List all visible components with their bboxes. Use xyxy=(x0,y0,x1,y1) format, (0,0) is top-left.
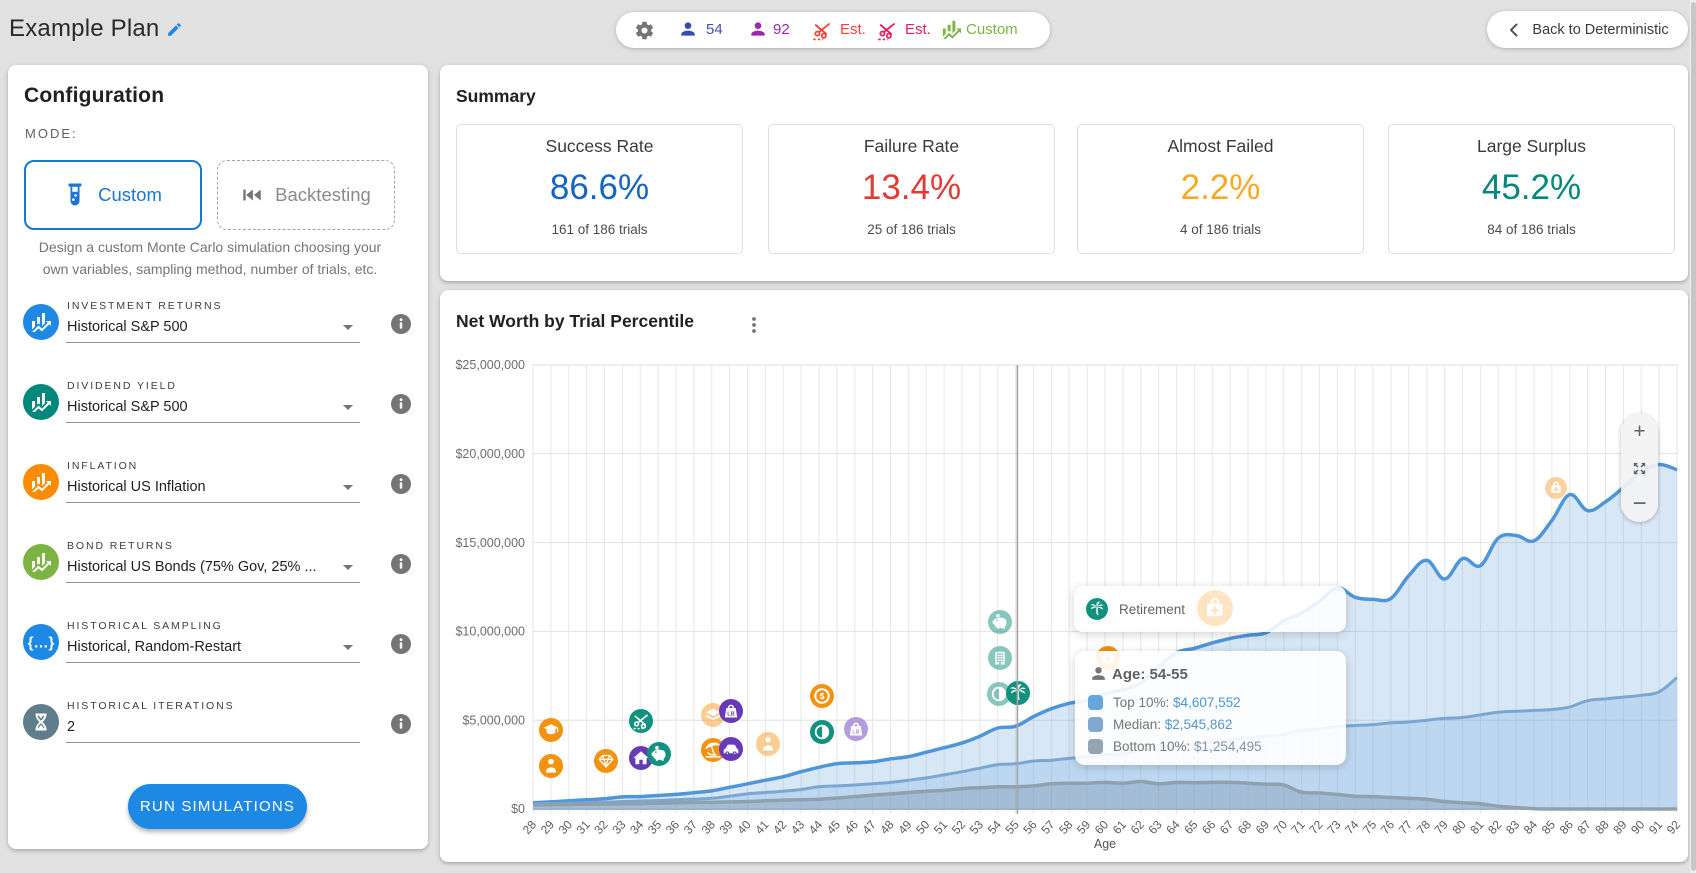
svg-text:42: 42 xyxy=(770,817,790,837)
svg-text:54: 54 xyxy=(985,817,1005,837)
svg-text:$15,000,000: $15,000,000 xyxy=(455,536,525,550)
svg-text:86: 86 xyxy=(1557,817,1577,837)
svg-text:73: 73 xyxy=(1324,817,1344,837)
svg-text:53: 53 xyxy=(967,817,987,837)
svg-text:68: 68 xyxy=(1235,817,1255,837)
svg-text:90: 90 xyxy=(1628,817,1648,837)
svg-text:75: 75 xyxy=(1360,817,1380,837)
svg-text:59: 59 xyxy=(1074,817,1094,837)
svg-text:82: 82 xyxy=(1485,817,1505,837)
svg-text:$25,000,000: $25,000,000 xyxy=(455,358,525,372)
svg-text:87: 87 xyxy=(1574,817,1594,837)
svg-text:39: 39 xyxy=(716,817,736,837)
svg-text:$0: $0 xyxy=(511,802,525,816)
svg-text:55: 55 xyxy=(1002,817,1022,837)
svg-text:46: 46 xyxy=(842,817,862,837)
svg-text:67: 67 xyxy=(1217,817,1237,837)
svg-text:52: 52 xyxy=(949,817,969,837)
svg-text:{…}: {…} xyxy=(28,635,55,652)
svg-text:78: 78 xyxy=(1414,817,1434,837)
svg-text:51: 51 xyxy=(931,817,951,837)
svg-text:$5,000,000: $5,000,000 xyxy=(462,713,525,727)
svg-text:91: 91 xyxy=(1646,817,1666,837)
svg-text:57: 57 xyxy=(1038,817,1058,837)
svg-text:77: 77 xyxy=(1396,817,1416,837)
svg-text:30: 30 xyxy=(556,817,576,837)
svg-text:58: 58 xyxy=(1056,817,1076,837)
svg-text:34: 34 xyxy=(627,817,647,837)
svg-text:83: 83 xyxy=(1503,817,1523,837)
svg-text:81: 81 xyxy=(1467,817,1487,837)
svg-text:61: 61 xyxy=(1110,817,1130,837)
svg-text:43: 43 xyxy=(788,817,808,837)
svg-text:63: 63 xyxy=(1145,817,1165,837)
svg-text:89: 89 xyxy=(1610,817,1630,837)
svg-text:64: 64 xyxy=(1163,817,1183,837)
svg-text:Age: Age xyxy=(1094,837,1116,851)
svg-text:LB: LB xyxy=(852,730,859,736)
svg-text:74: 74 xyxy=(1342,817,1362,837)
svg-text:56: 56 xyxy=(1020,817,1040,837)
svg-text:38: 38 xyxy=(699,817,719,837)
svg-text:66: 66 xyxy=(1199,817,1219,837)
svg-text:80: 80 xyxy=(1449,817,1469,837)
svg-text:35: 35 xyxy=(645,817,665,837)
svg-text:60: 60 xyxy=(1092,817,1112,837)
svg-text:28: 28 xyxy=(520,817,540,837)
svg-text:65: 65 xyxy=(1181,817,1201,837)
svg-text:32: 32 xyxy=(591,817,611,837)
svg-text:47: 47 xyxy=(859,817,879,837)
svg-text:92: 92 xyxy=(1664,817,1684,837)
svg-text:71: 71 xyxy=(1288,817,1308,837)
svg-text:$: $ xyxy=(820,691,825,701)
svg-text:41: 41 xyxy=(752,817,772,837)
svg-text:72: 72 xyxy=(1306,817,1326,837)
svg-text:$10,000,000: $10,000,000 xyxy=(455,625,525,639)
svg-text:45: 45 xyxy=(824,817,844,837)
svg-text:29: 29 xyxy=(538,817,558,837)
svg-text:69: 69 xyxy=(1253,817,1273,837)
svg-text:33: 33 xyxy=(609,817,629,837)
svg-text:37: 37 xyxy=(681,817,701,837)
svg-text:50: 50 xyxy=(913,817,933,837)
svg-text:49: 49 xyxy=(895,817,915,837)
svg-text:$20,000,000: $20,000,000 xyxy=(455,447,525,461)
svg-text:48: 48 xyxy=(877,817,897,837)
svg-text:40: 40 xyxy=(734,817,754,837)
svg-text:70: 70 xyxy=(1271,817,1291,837)
svg-text:36: 36 xyxy=(663,817,683,837)
svg-text:79: 79 xyxy=(1431,817,1451,837)
svg-text:85: 85 xyxy=(1539,817,1559,837)
svg-text:84: 84 xyxy=(1521,817,1541,837)
svg-text:31: 31 xyxy=(573,817,593,837)
svg-text:LB: LB xyxy=(727,712,734,718)
svg-text:44: 44 xyxy=(806,817,826,837)
svg-text:88: 88 xyxy=(1592,817,1612,837)
svg-text:62: 62 xyxy=(1128,817,1148,837)
svg-text:76: 76 xyxy=(1378,817,1398,837)
